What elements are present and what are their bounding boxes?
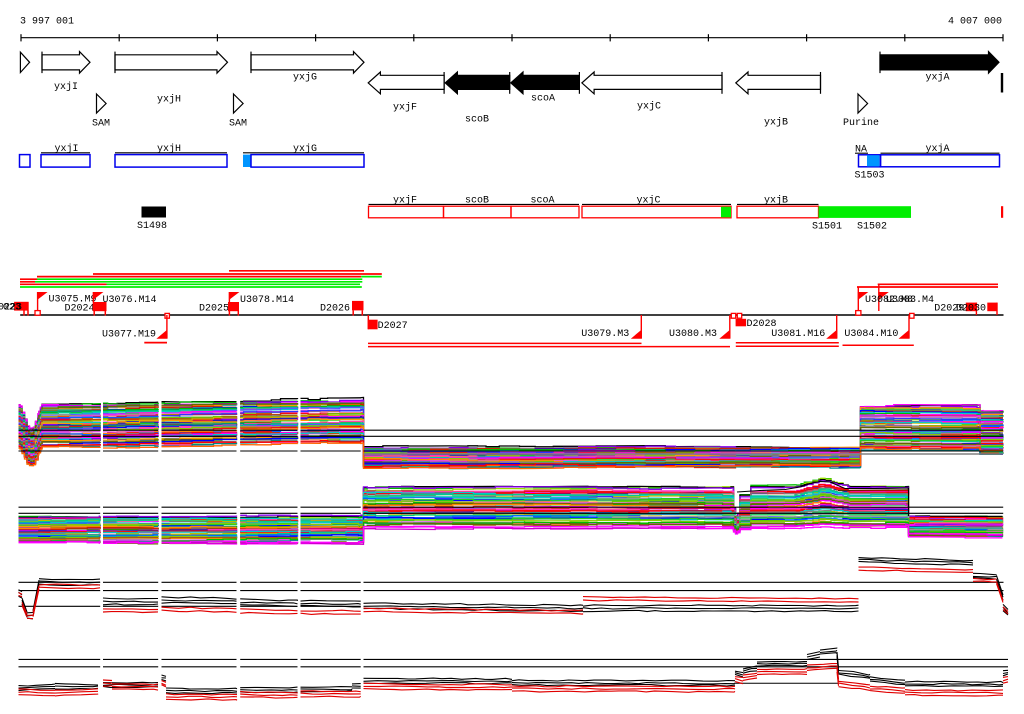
svg-text:SAM: SAM [92,119,110,130]
svg-text:yxjG: yxjG [293,72,317,84]
svg-text:yxjH: yxjH [157,94,181,106]
svg-text:0223: 0223 [0,303,22,314]
svg-text:scoB: scoB [465,196,489,207]
svg-text:D2027: D2027 [378,321,408,332]
svg-text:Purine: Purine [843,117,879,129]
svg-text:D2029: D2029 [934,303,964,314]
svg-text:U3076.M14: U3076.M14 [103,295,157,306]
svg-text:3 997 001: 3 997 001 [20,17,74,28]
svg-text:U3077.M19: U3077.M19 [102,329,156,340]
svg-text:D2025: D2025 [199,303,229,314]
svg-text:U3084.M10: U3084.M10 [844,329,898,340]
svg-text:NA: NA [855,145,867,156]
svg-text:D2030: D2030 [956,303,986,314]
svg-text:S1502: S1502 [857,221,887,232]
svg-text:yxjC: yxjC [637,195,661,207]
svg-text:D2028: D2028 [747,319,777,330]
svg-text:S1498: S1498 [137,221,167,232]
svg-text:D2026: D2026 [320,303,350,314]
svg-text:yxjA: yxjA [926,143,950,155]
svg-text:yxjC: yxjC [637,101,661,113]
svg-text:U3078.M14: U3078.M14 [240,295,294,306]
svg-text:U3080.M3: U3080.M3 [669,329,717,340]
svg-text:yxjI: yxjI [55,143,79,155]
svg-text:yxjF: yxjF [393,102,417,114]
svg-text:scoA: scoA [531,196,555,207]
svg-text:U3083.M4: U3083.M4 [886,295,934,306]
svg-text:yxjA: yxjA [926,72,950,84]
svg-text:yxjF: yxjF [393,195,417,207]
svg-text:yxjH: yxjH [157,143,181,155]
svg-text:yxjG: yxjG [293,143,317,155]
svg-text:S1501: S1501 [812,221,842,232]
svg-text:D2024: D2024 [65,303,95,314]
svg-text:yxjB: yxjB [764,195,788,207]
svg-text:SAM: SAM [229,119,247,130]
svg-text:U3079.M3: U3079.M3 [581,329,629,340]
svg-text:U3075.M9: U3075.M9 [49,294,97,305]
svg-text:023: 023 [3,303,21,314]
svg-text:4 007 000: 4 007 000 [948,17,1002,28]
svg-text:S1503: S1503 [855,171,885,182]
svg-text:U3081.M16: U3081.M16 [771,329,825,340]
svg-text:yxjB: yxjB [764,117,788,129]
svg-text:scoB: scoB [465,115,489,126]
svg-text:scoA: scoA [531,94,555,105]
svg-text:yxjI: yxjI [54,81,78,93]
svg-text:U3082.M8: U3082.M8 [865,295,913,306]
